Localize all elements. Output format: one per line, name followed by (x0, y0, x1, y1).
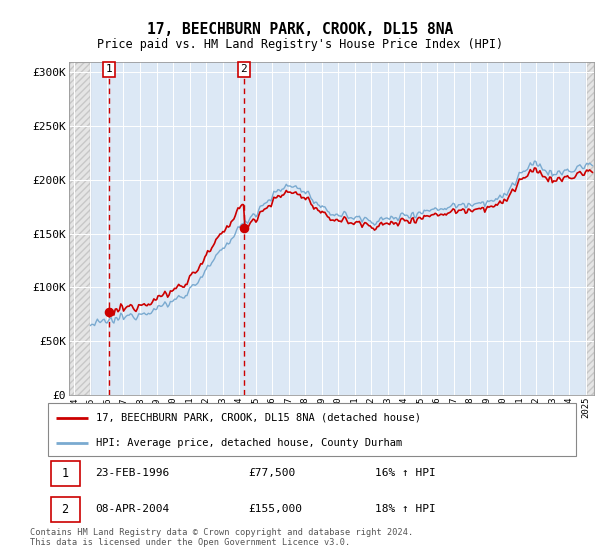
Text: 1: 1 (106, 64, 112, 74)
Text: 17, BEECHBURN PARK, CROOK, DL15 8NA: 17, BEECHBURN PARK, CROOK, DL15 8NA (147, 22, 453, 38)
Point (104, 307, 114, 316)
Text: 17, BEECHBURN PARK, CROOK, DL15 8NA (detached house): 17, BEECHBURN PARK, CROOK, DL15 8NA (det… (95, 413, 421, 423)
Bar (586, 62, 594, 395)
Text: Price paid vs. HM Land Registry's House Price Index (HPI): Price paid vs. HM Land Registry's House … (97, 38, 503, 50)
FancyBboxPatch shape (50, 497, 80, 522)
Text: Contains HM Land Registry data © Crown copyright and database right 2024.
This d: Contains HM Land Registry data © Crown c… (30, 528, 413, 547)
FancyBboxPatch shape (50, 461, 80, 486)
Text: 23-FEB-1996: 23-FEB-1996 (95, 468, 170, 478)
Text: £77,500: £77,500 (248, 468, 296, 478)
Bar (69, 62, 91, 395)
Text: £155,000: £155,000 (248, 505, 302, 515)
Text: 16% ↑ HPI: 16% ↑ HPI (376, 468, 436, 478)
Text: HPI: Average price, detached house, County Durham: HPI: Average price, detached house, Coun… (95, 438, 402, 448)
Text: 1: 1 (62, 467, 69, 480)
Text: 2: 2 (62, 503, 69, 516)
Point (239, 224, 248, 233)
Bar (586, 62, 594, 395)
Text: 18% ↑ HPI: 18% ↑ HPI (376, 505, 436, 515)
Bar (69, 62, 91, 395)
Text: 08-APR-2004: 08-APR-2004 (95, 505, 170, 515)
FancyBboxPatch shape (48, 403, 576, 456)
Text: 2: 2 (241, 64, 247, 74)
